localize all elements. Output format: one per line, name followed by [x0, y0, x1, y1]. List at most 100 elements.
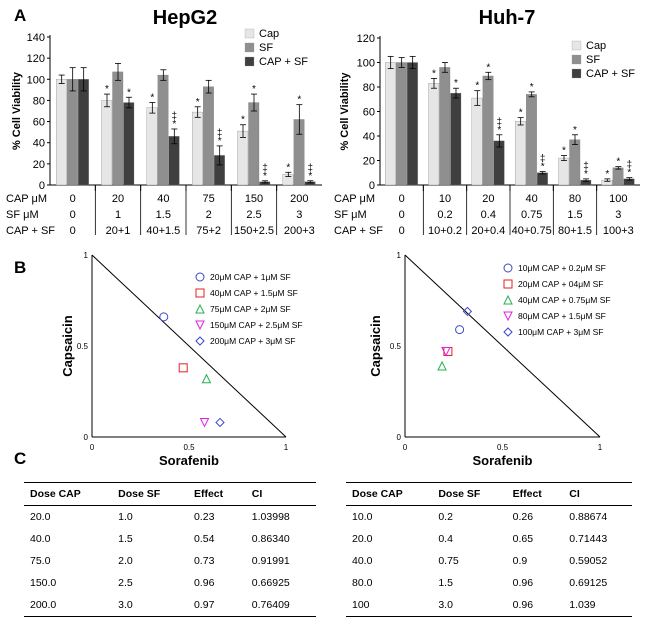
legend-label: 150μM CAP + 2.5μM SF — [210, 320, 303, 330]
table-cell: 0.76409 — [245, 594, 316, 617]
significance-mark: ‡ — [172, 111, 178, 122]
legend-label: 40μM CAP + 0.75μM SF — [518, 295, 611, 305]
y-tick-label: 120 — [27, 53, 45, 65]
data-point — [195, 272, 205, 282]
table-header: Effect — [506, 482, 564, 506]
y-tick-label: 0.5 — [77, 342, 89, 351]
bar — [78, 79, 89, 186]
legend-swatch — [571, 54, 582, 65]
data-point — [503, 327, 513, 337]
significance-mark: * — [263, 171, 267, 182]
chart-title: HepG2 — [153, 7, 217, 29]
table-cell: 0.54 — [193, 533, 215, 545]
dose-row-label: SF μM — [334, 209, 367, 221]
bar — [203, 86, 214, 186]
x-axis-label: Sorafenib — [159, 453, 219, 468]
table-cell: 0.91991 — [251, 555, 290, 567]
table-cell: 0.96 — [193, 577, 215, 589]
significance-mark: * — [241, 115, 245, 126]
dose-value: 100+3 — [603, 225, 634, 237]
table-cell: 0.73 — [193, 555, 215, 567]
significance-mark: * — [105, 84, 109, 95]
legend-label: SF — [586, 54, 600, 66]
dose-value: 100 — [609, 193, 627, 205]
table-cell: 2.0 — [118, 555, 133, 567]
data-point — [503, 311, 513, 322]
dose-value: 75 — [203, 193, 215, 205]
data-point — [215, 417, 225, 428]
significance-mark: * — [172, 119, 176, 130]
y-tick-label: 80 — [33, 95, 45, 107]
table-cell: 0.96 — [512, 577, 534, 589]
legend-swatch — [571, 40, 582, 51]
y-tick-label: 60 — [33, 117, 45, 129]
table-row: 40.0 1.5 0.54 0.86340 — [24, 528, 316, 550]
legend-swatch — [244, 28, 255, 39]
dose-value: 150 — [245, 193, 263, 205]
x-tick-label: 0.5 — [497, 443, 509, 452]
legend-label: CAP + SF — [586, 68, 635, 80]
dose-value: 3 — [296, 209, 302, 221]
table-cell: 2.5 — [118, 577, 133, 589]
bar — [157, 74, 169, 186]
table-cell: 1.0 — [118, 511, 133, 523]
data-point — [201, 373, 212, 384]
bar — [482, 75, 494, 186]
significance-mark: * — [475, 81, 479, 92]
bar — [515, 121, 526, 186]
x-tick-label: 0 — [90, 443, 95, 452]
bar — [67, 79, 78, 186]
bar — [396, 62, 407, 186]
x-axis-label: Sorafenib — [473, 453, 533, 468]
table-row: 150.0 2.5 0.96 0.66925 — [24, 572, 316, 594]
legend-swatch — [571, 68, 582, 79]
legend-label: 200μM CAP + 3μM SF — [210, 336, 295, 346]
table-cell: 1.03998 — [251, 511, 290, 523]
table-row: 80.0 1.5 0.96 0.69125 — [346, 572, 632, 594]
table-cell: 0.97 — [187, 594, 246, 617]
dose-value: 0.2 — [437, 209, 452, 221]
significance-mark: ‡ — [308, 163, 314, 174]
y-tick-label: 0 — [397, 433, 402, 442]
data-point — [159, 312, 169, 322]
data-point — [503, 263, 513, 273]
significance-mark: * — [486, 62, 490, 73]
legend-label: Cap — [259, 28, 279, 40]
y-tick-label: 0 — [39, 180, 45, 192]
significance-mark: * — [150, 93, 154, 104]
legend-swatch — [244, 56, 255, 67]
dose-value: 2 — [206, 209, 212, 221]
significance-mark: * — [519, 108, 523, 119]
y-tick-label: 1 — [84, 251, 89, 260]
table-cell: 150.0 — [30, 577, 57, 589]
significance-mark: * — [497, 125, 501, 136]
significance-mark: ‡ — [262, 163, 268, 174]
y-tick-label: 0 — [369, 180, 375, 192]
table-cell: 0.2 — [438, 511, 453, 523]
bar — [526, 94, 537, 186]
dose-value: 75+2 — [196, 225, 221, 237]
significance-mark: * — [616, 157, 620, 168]
dose-value: 80+1.5 — [558, 225, 592, 237]
bar — [537, 172, 548, 186]
table-row: 20.0 1.0 0.23 1.03998 — [24, 506, 316, 529]
y-tick-label: 1 — [397, 251, 402, 260]
table-cell: 0.9 — [512, 555, 528, 567]
significance-mark: * — [127, 87, 131, 98]
dose-value: 80 — [569, 193, 581, 205]
y-tick-label: 40 — [363, 131, 375, 143]
dose-value: 0.4 — [481, 209, 496, 221]
dose-value: 40+1.5 — [146, 225, 180, 237]
bar — [237, 130, 249, 186]
y-tick-label: 40 — [33, 138, 45, 150]
data-point — [437, 360, 447, 371]
table-row: 40.0 0.75 0.9 0.59052 — [346, 550, 632, 572]
table-cell: 0.65 — [512, 533, 534, 545]
table-header: Dose CAP — [346, 482, 433, 506]
table-cell: 0.96 — [506, 594, 564, 617]
x-tick-label: 0 — [403, 443, 408, 452]
table-cell: 0.59052 — [569, 555, 608, 567]
legend-swatch — [244, 42, 255, 53]
data-point — [195, 336, 205, 346]
bar — [428, 83, 440, 186]
